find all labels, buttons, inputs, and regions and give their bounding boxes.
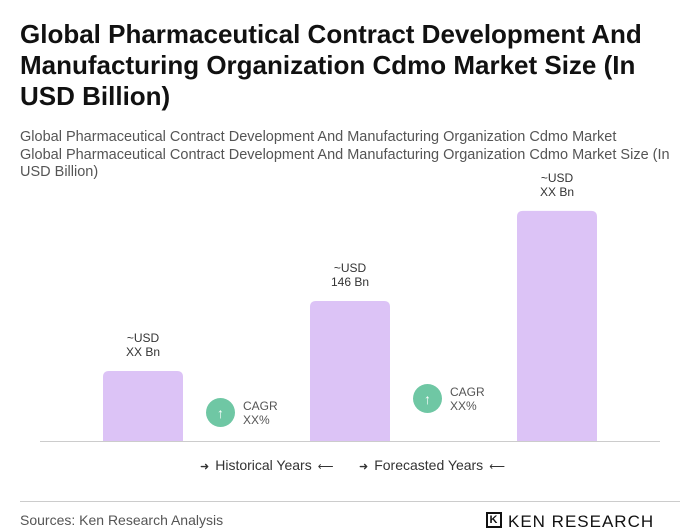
data-label-line: XX Bn [125,345,161,359]
page-title: Global Pharmaceutical Contract Developme… [20,19,642,111]
arrow-up-icon: ↑ [206,398,235,427]
cagr-label: CAGR [450,384,485,399]
data-label: ~USD 146 Bn [290,261,410,289]
legend-forecasted: ➜ Forecasted Years ⟵ [353,457,511,473]
data-label: ~USD XX Bn [497,171,617,199]
arrow-up-icon: ↑ [413,384,442,413]
data-label-line: ~USD [333,261,367,275]
subtitle-2: Global Pharmaceutical Contract Developme… [20,147,670,180]
cagr-badge-2: ↑ CAGR XX% [413,384,485,413]
cagr-badge-1: ↑ CAGR XX% [206,398,278,427]
ken-research-logo: K KEN RESEARCH [486,512,654,532]
bar-1 [103,371,183,441]
bar-3 [517,210,597,441]
legend-historical: ➜ Historical Years ⟵ [194,457,340,473]
arrow-right-icon: ➜ [200,461,210,473]
data-label-line: 146 Bn [330,275,370,289]
legend-label: Historical Years [215,457,312,473]
footer-divider [20,501,680,502]
logo-k-icon: K [486,512,502,528]
cagr-label: CAGR [243,398,278,413]
cagr-value: XX% [450,398,477,413]
bar-2 [310,301,390,441]
data-label: ~USD XX Bn [83,331,203,359]
data-label-line: ~USD [126,331,160,345]
data-label-line: ~USD [540,170,574,185]
subtitle: Global Pharmaceutical Contract Developme… [20,129,617,145]
arrow-right-icon: ➜ [359,461,369,473]
data-label-line: XX Bn [539,184,575,199]
source-text: Sources: Ken Research Analysis [20,512,224,528]
logo-text: KEN RESEARCH [508,512,655,531]
arrow-left-icon: ⟵ [317,461,334,473]
bar-chart [40,210,660,442]
arrow-left-icon: ⟵ [489,461,505,473]
cagr-value: XX% [243,412,270,427]
legend-label: Forecasted Years [374,457,484,473]
